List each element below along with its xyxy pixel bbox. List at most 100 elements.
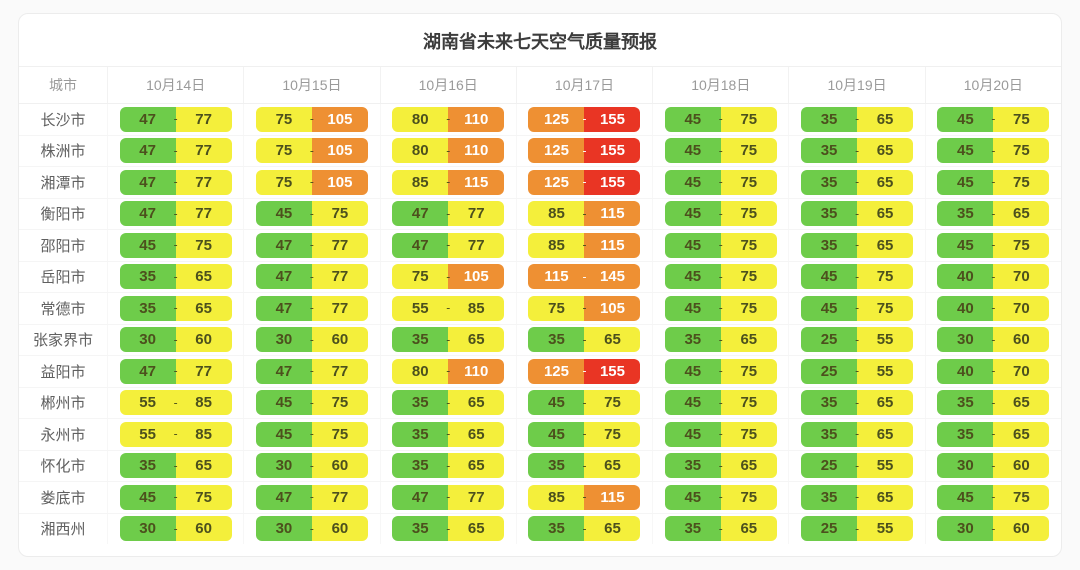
aqi-min-value: 55 [392, 295, 449, 321]
city-name: 怀化市 [40, 458, 86, 476]
aqi-cell: 45-75 [652, 104, 788, 135]
range-separator: - [173, 395, 178, 410]
aqi-min-value: 25 [801, 516, 858, 542]
aqi-min-value: 125 [528, 169, 585, 195]
aqi-range-pill: 80-110 [392, 138, 505, 164]
aqi-max-value: 75 [720, 201, 777, 227]
aqi-max-value: 65 [175, 264, 232, 290]
aqi-max-value: 75 [720, 169, 777, 195]
aqi-max-value: 65 [584, 516, 641, 542]
aqi-range-pill: 45-75 [664, 358, 777, 384]
aqi-range-pill: 85-115 [528, 232, 641, 258]
aqi-min-value: 35 [664, 453, 721, 479]
city-name: 郴州市 [40, 395, 86, 413]
aqi-min-value: 35 [528, 327, 585, 353]
aqi-range-pill: 35-65 [528, 516, 641, 542]
aqi-cell: 45-75 [788, 293, 924, 324]
aqi-max-value: 60 [311, 327, 368, 353]
aqi-max-value: 155 [584, 169, 641, 195]
aqi-cell: 80-110 [379, 104, 516, 135]
aqi-min-value: 35 [664, 516, 721, 542]
aqi-range-pill: 45-75 [664, 295, 777, 321]
range-separator: - [309, 426, 314, 441]
aqi-min-value: 47 [255, 358, 312, 384]
aqi-range-pill: 55-85 [392, 295, 505, 321]
range-separator: - [173, 300, 178, 315]
range-separator: - [446, 332, 451, 347]
aqi-range-pill: 125-155 [528, 138, 641, 164]
aqi-min-value: 125 [528, 358, 585, 384]
city-name: 长沙市 [40, 111, 86, 129]
range-separator: - [718, 489, 723, 504]
aqi-min-value: 30 [937, 453, 994, 479]
range-separator: - [991, 300, 996, 315]
aqi-max-value: 65 [584, 453, 641, 479]
date-column-header: 10月15日 [243, 67, 379, 103]
aqi-range-pill: 75-105 [255, 138, 368, 164]
range-separator: - [991, 269, 996, 284]
aqi-range-pill: 45-75 [664, 484, 777, 510]
aqi-cell: 45-75 [652, 230, 788, 261]
aqi-cell: 35-65 [788, 419, 924, 450]
aqi-min-value: 45 [664, 169, 721, 195]
aqi-cell: 47-77 [379, 482, 516, 513]
aqi-cell: 45-75 [924, 167, 1061, 198]
aqi-max-value: 65 [857, 421, 914, 447]
range-separator: - [446, 111, 451, 126]
aqi-cell: 45-75 [924, 482, 1061, 513]
range-separator: - [173, 332, 178, 347]
range-separator: - [446, 300, 451, 315]
table-row: 怀化市 35-65 30-60 35-65 35-65 35-65 25-55 30-60 [19, 450, 1061, 482]
table-row: 郴州市 55-85 45-75 35-65 45-75 45-75 35-65 35-65 [19, 387, 1061, 419]
range-separator: - [309, 521, 314, 536]
range-separator: - [173, 111, 178, 126]
table-row: 衡阳市 47-77 45-75 47-77 85-115 45-75 35-65 35-65 [19, 198, 1061, 230]
aqi-min-value: 35 [801, 232, 858, 258]
aqi-range-pill: 45-75 [664, 232, 777, 258]
aqi-cell: 45-75 [924, 104, 1061, 135]
aqi-max-value: 105 [311, 106, 368, 132]
aqi-min-value: 80 [392, 106, 449, 132]
range-separator: - [991, 174, 996, 189]
aqi-max-value: 75 [993, 169, 1050, 195]
aqi-range-pill: 115-145 [528, 264, 641, 290]
aqi-range-pill: 85-115 [392, 169, 505, 195]
aqi-range-pill: 75-105 [392, 264, 505, 290]
aqi-range-pill: 45-75 [664, 421, 777, 447]
aqi-cell: 35-65 [924, 198, 1061, 229]
aqi-max-value: 105 [584, 295, 641, 321]
aqi-range-pill: 25-55 [801, 516, 914, 542]
aqi-cell: 35-65 [379, 419, 516, 450]
range-separator: - [446, 174, 451, 189]
aqi-max-value: 65 [857, 201, 914, 227]
aqi-max-value: 65 [857, 390, 914, 416]
table-row: 常德市 35-65 47-77 55-85 75-105 45-75 45-75 40-70 [19, 293, 1061, 325]
aqi-cell: 35-65 [107, 450, 243, 481]
aqi-max-value: 60 [993, 453, 1050, 479]
range-separator: - [991, 363, 996, 378]
range-separator: - [855, 458, 860, 473]
aqi-min-value: 47 [255, 295, 312, 321]
aqi-max-value: 60 [993, 516, 1050, 542]
aqi-min-value: 47 [119, 201, 176, 227]
aqi-range-pill: 25-55 [801, 453, 914, 479]
aqi-max-value: 55 [857, 516, 914, 542]
aqi-max-value: 65 [175, 295, 232, 321]
aqi-max-value: 75 [993, 138, 1050, 164]
aqi-cell: 85-115 [379, 167, 516, 198]
table-row: 长沙市 47-77 75-105 80-110 125-155 45-75 35-65 45-… [19, 104, 1061, 136]
aqi-cell: 45-75 [652, 482, 788, 513]
aqi-max-value: 65 [448, 453, 505, 479]
aqi-range-pill: 45-75 [664, 106, 777, 132]
aqi-cell: 35-65 [379, 324, 516, 355]
aqi-max-value: 55 [857, 453, 914, 479]
aqi-min-value: 45 [255, 421, 312, 447]
aqi-cell: 35-65 [652, 324, 788, 355]
aqi-max-value: 75 [584, 390, 641, 416]
aqi-range-pill: 47-77 [119, 201, 232, 227]
aqi-range-pill: 35-65 [392, 516, 505, 542]
range-separator: - [446, 395, 451, 410]
aqi-range-pill: 30-60 [119, 516, 232, 542]
aqi-cell: 35-65 [515, 324, 652, 355]
aqi-cell: 25-55 [788, 356, 924, 387]
